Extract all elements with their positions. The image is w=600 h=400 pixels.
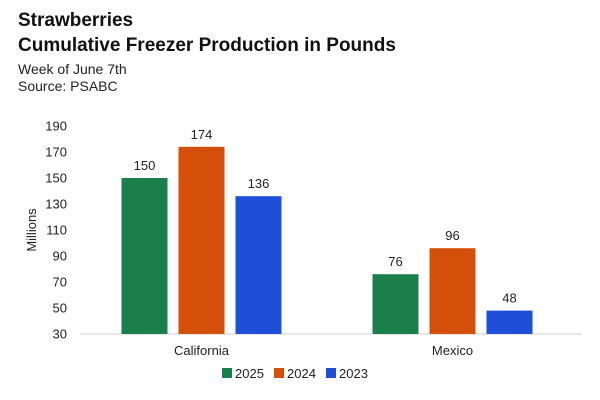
bar-mexico-2024 <box>429 248 476 334</box>
y-tick-label: 110 <box>46 223 67 238</box>
legend-label: 2024 <box>287 366 316 381</box>
y-tick-label: 150 <box>45 171 67 186</box>
data-label: 48 <box>502 291 516 306</box>
y-tick-label: 130 <box>45 197 67 212</box>
legend-label: 2023 <box>339 366 368 381</box>
y-tick-label: 50 <box>53 301 67 316</box>
bar-mexico-2025 <box>372 274 419 334</box>
bar-mexico-2023 <box>486 310 533 334</box>
x-tick-label: Mexico <box>432 343 473 358</box>
legend-swatch-2024 <box>274 368 284 378</box>
y-tick-label: 190 <box>45 119 67 134</box>
chart-subtitle: Cumulative Freezer Production in Pounds <box>18 35 396 56</box>
data-label: 76 <box>388 254 402 269</box>
bar-california-2025 <box>121 178 168 334</box>
y-tick-label: 30 <box>53 327 67 342</box>
legend-swatch-2025 <box>222 368 232 378</box>
bar-california-2024 <box>178 146 225 334</box>
bar-california-2023 <box>235 196 282 334</box>
y-tick-label: 90 <box>53 249 67 264</box>
data-label: 174 <box>191 127 213 142</box>
x-tick-label: California <box>174 343 230 358</box>
y-tick-label: 170 <box>45 145 67 160</box>
chart-note-week: Week of June 7th <box>18 61 127 77</box>
legend-label: 2025 <box>235 366 264 381</box>
y-tick-label: 70 <box>53 275 67 290</box>
y-axis-label: Millions <box>24 208 39 252</box>
legend-swatch-2023 <box>326 368 336 378</box>
data-label: 150 <box>134 158 156 173</box>
data-label: 136 <box>248 176 270 191</box>
chart-note-source: Source: PSABC <box>18 78 118 94</box>
data-label: 96 <box>445 228 459 243</box>
chart-title: Strawberries <box>18 10 134 31</box>
